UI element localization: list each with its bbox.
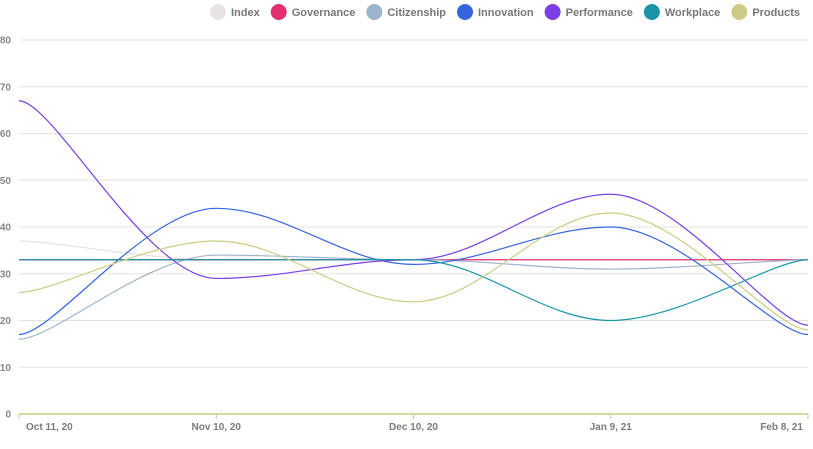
y-tick-label: 40 xyxy=(0,223,11,234)
legend-item-governance[interactable]: Governance xyxy=(270,4,356,20)
legend-item-products[interactable]: Products xyxy=(731,4,800,20)
legend-swatch xyxy=(366,4,383,20)
y-tick-label: 70 xyxy=(0,82,11,93)
x-tick-label: Nov 10, 20 xyxy=(192,422,242,433)
series-line-innovation xyxy=(18,207,809,336)
y-tick-label: 20 xyxy=(0,316,11,327)
legend-swatch xyxy=(270,4,287,20)
legend-swatch xyxy=(731,4,748,20)
y-tick-label: 60 xyxy=(0,129,11,140)
legend-item-innovation[interactable]: Innovation xyxy=(457,4,534,20)
y-tick-label: 0 xyxy=(5,410,11,421)
legend-item-citizenship[interactable]: Citizenship xyxy=(366,4,446,20)
series-line-workplace xyxy=(18,259,809,322)
legend-label: Innovation xyxy=(478,7,534,19)
x-tick-label: Dec 10, 20 xyxy=(389,422,438,433)
legend-item-index[interactable]: Index xyxy=(210,4,261,20)
legend-item-workplace[interactable]: Workplace xyxy=(643,4,720,20)
x-tick-label: Jan 9, 21 xyxy=(590,422,633,433)
y-tick-label: 50 xyxy=(0,176,11,187)
x-axis: Oct 11, 20 Nov 10, 20 Dec 10, 20 Jan 9, 21 F… xyxy=(18,413,809,433)
legend-swatch xyxy=(210,4,226,20)
legend-label: Products xyxy=(752,7,800,19)
y-axis: 0 10 20 30 40 50 60 70 80 xyxy=(0,36,11,421)
series-line-citizenship xyxy=(18,254,809,340)
grid-lines xyxy=(19,39,808,368)
y-tick-label: 80 xyxy=(0,36,11,47)
series-line-performance xyxy=(18,100,809,326)
legend: Index Governance Citizenship Innovation Perf… xyxy=(210,4,800,20)
legend-swatch xyxy=(643,4,660,20)
y-tick-label: 10 xyxy=(0,363,11,374)
legend-label: Index xyxy=(231,7,261,19)
x-tick-label: Feb 8, 21 xyxy=(760,422,803,433)
legend-item-performance[interactable]: Performance xyxy=(544,4,633,20)
legend-label: Citizenship xyxy=(387,7,446,19)
series-line-index xyxy=(18,240,808,261)
series-lines xyxy=(18,100,809,340)
legend-swatch xyxy=(457,4,473,20)
series-line-products xyxy=(18,212,809,331)
legend-swatch xyxy=(544,4,561,20)
legend-label: Governance xyxy=(292,7,356,19)
legend-label: Workplace xyxy=(665,7,720,19)
y-tick-label: 30 xyxy=(0,269,11,280)
legend-label: Performance xyxy=(566,7,633,19)
x-tick-label: Oct 11, 20 xyxy=(26,422,73,433)
